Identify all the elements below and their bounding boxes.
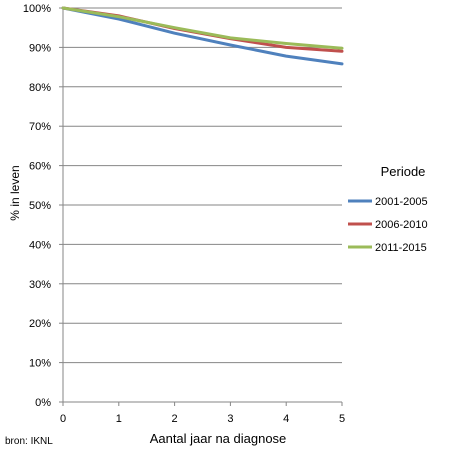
legend: 2001-2005 2006-2010 2011-2015	[348, 196, 428, 254]
source-note: bron: IKNL	[5, 436, 53, 447]
y-tick-label: 80%	[29, 82, 51, 94]
axes	[62, 8, 342, 403]
y-tick-label: 50%	[29, 200, 51, 212]
x-tick-label: 5	[339, 413, 345, 425]
y-tick-label: 0%	[35, 397, 51, 409]
x-tick-label: 2	[172, 413, 178, 425]
y-tick-label: 60%	[29, 161, 51, 173]
y-tick-label: 10%	[29, 358, 51, 370]
x-tick-label: 1	[116, 413, 122, 425]
y-tick-label: 70%	[29, 121, 51, 133]
y-tick-label: 30%	[29, 279, 51, 291]
y-tick-label: 40%	[29, 239, 51, 251]
legend-label: 2006-2010	[375, 219, 428, 231]
y-tick-label: 100%	[23, 3, 51, 15]
x-tick-label: 0	[60, 413, 66, 425]
series-line-2001-2005	[61, 6, 344, 66]
x-axis-label: Aantal jaar na diagnose	[150, 431, 287, 446]
series-lines	[61, 6, 344, 66]
y-tick-label: 20%	[29, 318, 51, 330]
y-axis-ticks: 0% 10% 20% 30% 40% 50% 60% 70% 80% 90% 100%	[23, 3, 63, 409]
x-tick-label: 3	[227, 413, 233, 425]
x-tick-label: 4	[283, 413, 289, 425]
x-axis-ticks: 0 1 2 3 4 5	[60, 402, 345, 425]
legend-label: 2001-2005	[375, 196, 428, 208]
gridlines	[63, 7, 342, 364]
series-line-2011-2015	[61, 6, 344, 50]
legend-title: Periode	[381, 164, 426, 179]
y-axis-label: % in leven	[8, 165, 22, 220]
legend-label: 2011-2015	[375, 242, 427, 254]
y-tick-label: 90%	[29, 42, 51, 54]
